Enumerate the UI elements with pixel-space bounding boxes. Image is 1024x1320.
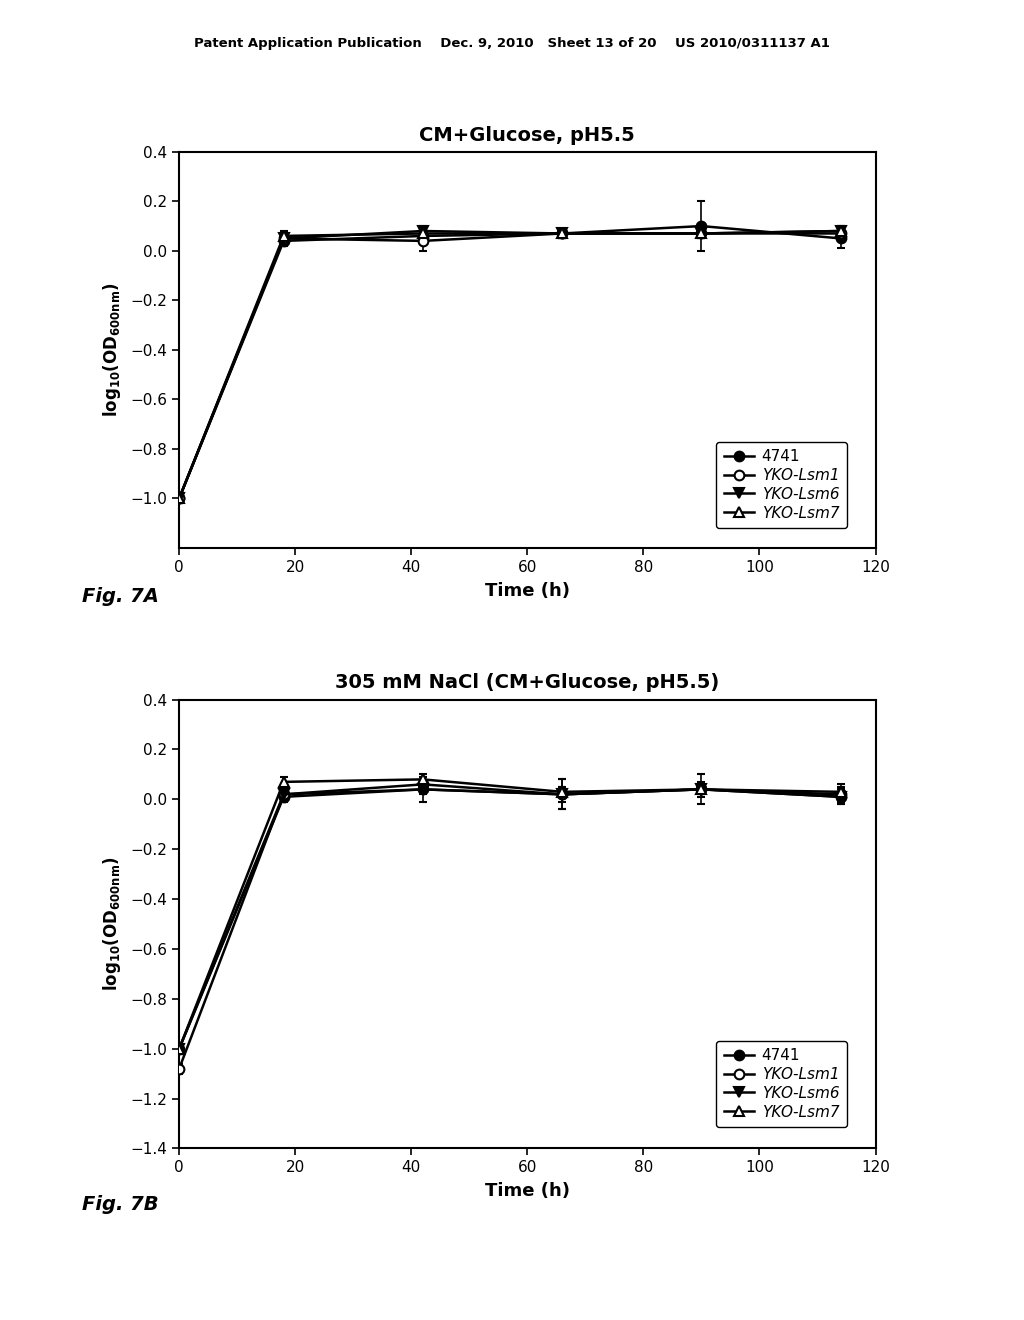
Legend: 4741, YKO-Lsm1, YKO-Lsm6, YKO-Lsm7: 4741, YKO-Lsm1, YKO-Lsm6, YKO-Lsm7	[716, 1040, 847, 1127]
Title: CM+Glucose, pH5.5: CM+Glucose, pH5.5	[420, 125, 635, 145]
Text: Patent Application Publication    Dec. 9, 2010   Sheet 13 of 20    US 2010/03111: Patent Application Publication Dec. 9, 2…	[195, 37, 829, 50]
Y-axis label: $\mathregular{log_{10}(OD_{600nm})}$: $\mathregular{log_{10}(OD_{600nm})}$	[101, 857, 124, 991]
Y-axis label: $\mathregular{log_{10}(OD_{600nm})}$: $\mathregular{log_{10}(OD_{600nm})}$	[101, 282, 124, 417]
Legend: 4741, YKO-Lsm1, YKO-Lsm6, YKO-Lsm7: 4741, YKO-Lsm1, YKO-Lsm6, YKO-Lsm7	[716, 442, 847, 528]
Text: Fig. 7A: Fig. 7A	[82, 587, 159, 606]
X-axis label: Time (h): Time (h)	[484, 1183, 570, 1200]
X-axis label: Time (h): Time (h)	[484, 582, 570, 599]
Text: Fig. 7B: Fig. 7B	[82, 1195, 159, 1213]
Title: 305 mM NaCl (CM+Glucose, pH5.5): 305 mM NaCl (CM+Glucose, pH5.5)	[335, 673, 720, 693]
